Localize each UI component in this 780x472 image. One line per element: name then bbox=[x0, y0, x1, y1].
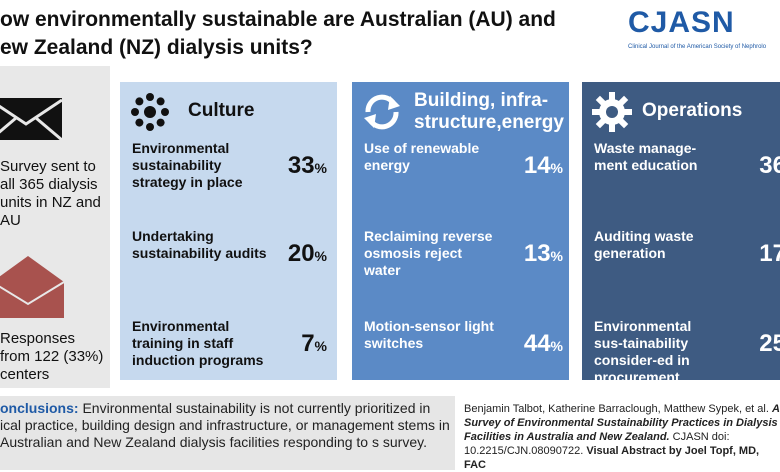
item-label: Reclaiming reverse osmosis reject water bbox=[364, 228, 493, 278]
panel: Culture Environmental sustainability stra… bbox=[120, 82, 337, 380]
item-number: 13 bbox=[523, 240, 551, 267]
item-label: Motion-sensor light switches bbox=[364, 318, 494, 351]
panel-heading: Operations bbox=[642, 100, 743, 121]
panel-icon bbox=[364, 94, 400, 130]
survey-text: Survey sent to all 365 dialysis units in… bbox=[0, 158, 101, 229]
item-label: Environmental sustainability strategy in… bbox=[132, 140, 243, 190]
item-label: Auditing waste generation bbox=[594, 228, 694, 261]
item-unit: % bbox=[550, 338, 563, 354]
panel-heading: Building, infra-structure,energy bbox=[414, 90, 564, 133]
item-value: 33% bbox=[288, 152, 327, 180]
item-unit: % bbox=[314, 248, 327, 264]
item-number: 44 bbox=[523, 330, 551, 357]
citation-credit: Visual Abstract by Joel Topf, MD, FAC bbox=[464, 445, 760, 471]
item-label: Environmental training in staff inductio… bbox=[132, 318, 264, 368]
item-number: 17 bbox=[759, 240, 780, 267]
item-unit: % bbox=[314, 338, 327, 354]
citation-title: A Survey of Environmental Sustainability… bbox=[464, 403, 780, 443]
citation: Benjamin Talbot, Katherine Barraclough, … bbox=[464, 402, 780, 472]
item-label: Use of renewable energy bbox=[364, 140, 480, 173]
item-value: 20% bbox=[288, 240, 327, 268]
item-number: 20 bbox=[287, 240, 315, 267]
item-label: Waste manage-ment education bbox=[594, 140, 698, 173]
item-value: 13% bbox=[524, 240, 563, 268]
item-label: Undertaking sustainability audits bbox=[132, 228, 267, 261]
item-number: 7 bbox=[301, 330, 315, 357]
panel-icon bbox=[592, 92, 632, 132]
item-value: 17 bbox=[759, 240, 780, 268]
item-unit: % bbox=[550, 248, 563, 264]
title: ow environmentally sustainable are Austr… bbox=[0, 6, 556, 62]
mail-icon bbox=[0, 256, 65, 318]
item-number: 14 bbox=[523, 152, 551, 179]
panel: Building, infra-structure,energy Use of r… bbox=[352, 82, 569, 380]
item-value: 36 bbox=[759, 152, 780, 180]
responses-text: Responses from 122 (33%) centers bbox=[0, 330, 104, 383]
conclusions-text: Environmental sustainability is not curr… bbox=[0, 400, 450, 450]
panel-heading: Culture bbox=[188, 100, 255, 121]
item-number: 36 bbox=[759, 152, 780, 179]
envelope-icon bbox=[0, 98, 63, 142]
item-label: Environmental sus-tainability consider-e… bbox=[594, 318, 692, 385]
conclusions-heading: onclusions: bbox=[0, 400, 79, 416]
item-unit: % bbox=[550, 160, 563, 176]
logo-subtitle: Clinical Journal of the American Society… bbox=[628, 44, 767, 50]
item-value: 25 bbox=[759, 330, 780, 358]
citation-journal: CJASN doi: 10.2215/CJN.08090722. bbox=[464, 431, 730, 457]
item-unit: % bbox=[314, 160, 327, 176]
conclusions: onclusions: Environmental sustainability… bbox=[0, 396, 455, 470]
logo: CJASN bbox=[628, 6, 735, 39]
panel: Operations Waste manage-ment education 36 A… bbox=[582, 82, 780, 385]
title-line: ew Zealand (NZ) dialysis units? bbox=[0, 36, 313, 59]
item-value: 7% bbox=[301, 330, 327, 358]
title-line: ow environmentally sustainable are Austr… bbox=[0, 8, 556, 31]
item-number: 25 bbox=[759, 330, 780, 357]
citation-authors: Benjamin Talbot, Katherine Barraclough, … bbox=[464, 403, 769, 415]
item-number: 33 bbox=[287, 152, 315, 179]
item-value: 44% bbox=[524, 330, 563, 358]
item-value: 14% bbox=[524, 152, 563, 180]
panel-icon bbox=[131, 93, 169, 131]
